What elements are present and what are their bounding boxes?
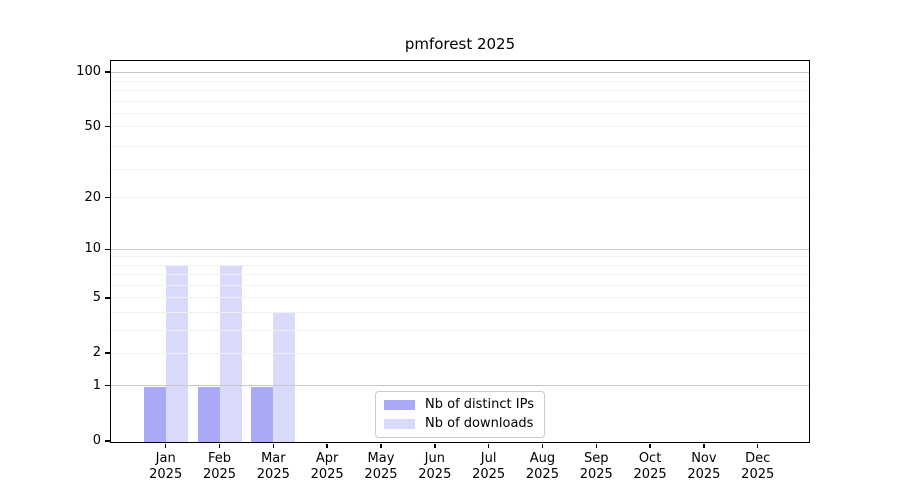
x-tick-mark	[380, 443, 382, 448]
x-tick-label: Jan 2025	[149, 451, 183, 482]
y-tick-label: 50	[84, 118, 101, 134]
y-tick-label: 2	[92, 345, 101, 361]
x-tick-mark	[218, 443, 221, 448]
y-tick-label: 5	[92, 289, 101, 305]
bar-downloads-mar	[273, 313, 296, 442]
x-tick-mark	[164, 443, 167, 448]
y-tick-mark	[104, 71, 110, 73]
legend-label-distinct-ips: Nb of distinct IPs	[425, 397, 534, 412]
x-tick-mark	[756, 443, 759, 448]
y-tick-mark	[104, 248, 110, 251]
x-tick-label: Jun 2025	[418, 451, 452, 482]
x-tick-mark	[272, 443, 275, 448]
y-tick-label: 20	[84, 189, 101, 205]
x-tick-label: Oct 2025	[633, 451, 667, 482]
legend-swatch-distinct-ips-icon	[384, 399, 416, 410]
bar-distinct-ips-jan	[143, 386, 166, 442]
bar-distinct-ips-mar	[251, 386, 274, 442]
x-tick-label: Feb 2025	[202, 451, 237, 482]
y-tick-mark	[104, 352, 110, 354]
x-tick-label: May 2025	[364, 451, 398, 482]
x-tick-label: Aug 2025	[525, 451, 559, 482]
x-tick-mark	[703, 443, 705, 448]
x-tick-mark	[541, 443, 544, 448]
y-tick-label: 10	[84, 241, 101, 257]
legend: Nb of distinct IPs Nb of downloads	[375, 391, 545, 438]
legend-item-downloads: Nb of downloads	[384, 416, 534, 431]
x-tick-label: Dec 2025	[741, 451, 775, 482]
x-tick-mark	[487, 443, 490, 448]
bars-layer	[111, 61, 809, 442]
y-tick-label: 1	[92, 377, 101, 393]
y-tick-mark	[104, 125, 110, 128]
x-tick-label: Jul 2025	[472, 451, 506, 482]
y-tick-mark	[104, 297, 110, 299]
y-tick-mark	[104, 196, 110, 199]
bar-downloads-feb	[219, 266, 242, 442]
legend-label-downloads: Nb of downloads	[425, 416, 534, 431]
y-axis: 0 1 2 5 10 20 50 100	[76, 61, 809, 448]
x-tick-mark	[595, 443, 597, 448]
plot-area: 0 1 2 5 10 20 50 100 Jan 2025 Feb 2025 Mar 2025 Ap…	[76, 60, 810, 482]
x-tick-mark	[649, 443, 651, 448]
bar-downloads-jan	[165, 266, 188, 442]
x-tick-label: Nov 2025	[687, 451, 721, 482]
x-tick-mark	[434, 443, 436, 448]
x-tick-label: Mar 2025	[256, 451, 290, 482]
x-tick-label: Sep 2025	[579, 451, 613, 482]
legend-item-distinct-ips: Nb of distinct IPs	[384, 397, 534, 412]
x-tick-mark	[326, 443, 328, 448]
x-axis: Jan 2025 Feb 2025 Mar 2025 Apr 2025 May 2025…	[111, 61, 809, 482]
y-tick-label: 0	[92, 433, 101, 449]
x-tick-label: Apr 2025	[310, 451, 344, 482]
bar-distinct-ips-feb	[197, 386, 220, 442]
y-tick-mark	[104, 440, 110, 442]
legend-swatch-downloads-icon	[384, 418, 416, 429]
y-tick-mark	[104, 384, 110, 387]
y-tick-label: 100	[76, 64, 101, 80]
chart-title: pmforest 2025	[404, 35, 516, 53]
